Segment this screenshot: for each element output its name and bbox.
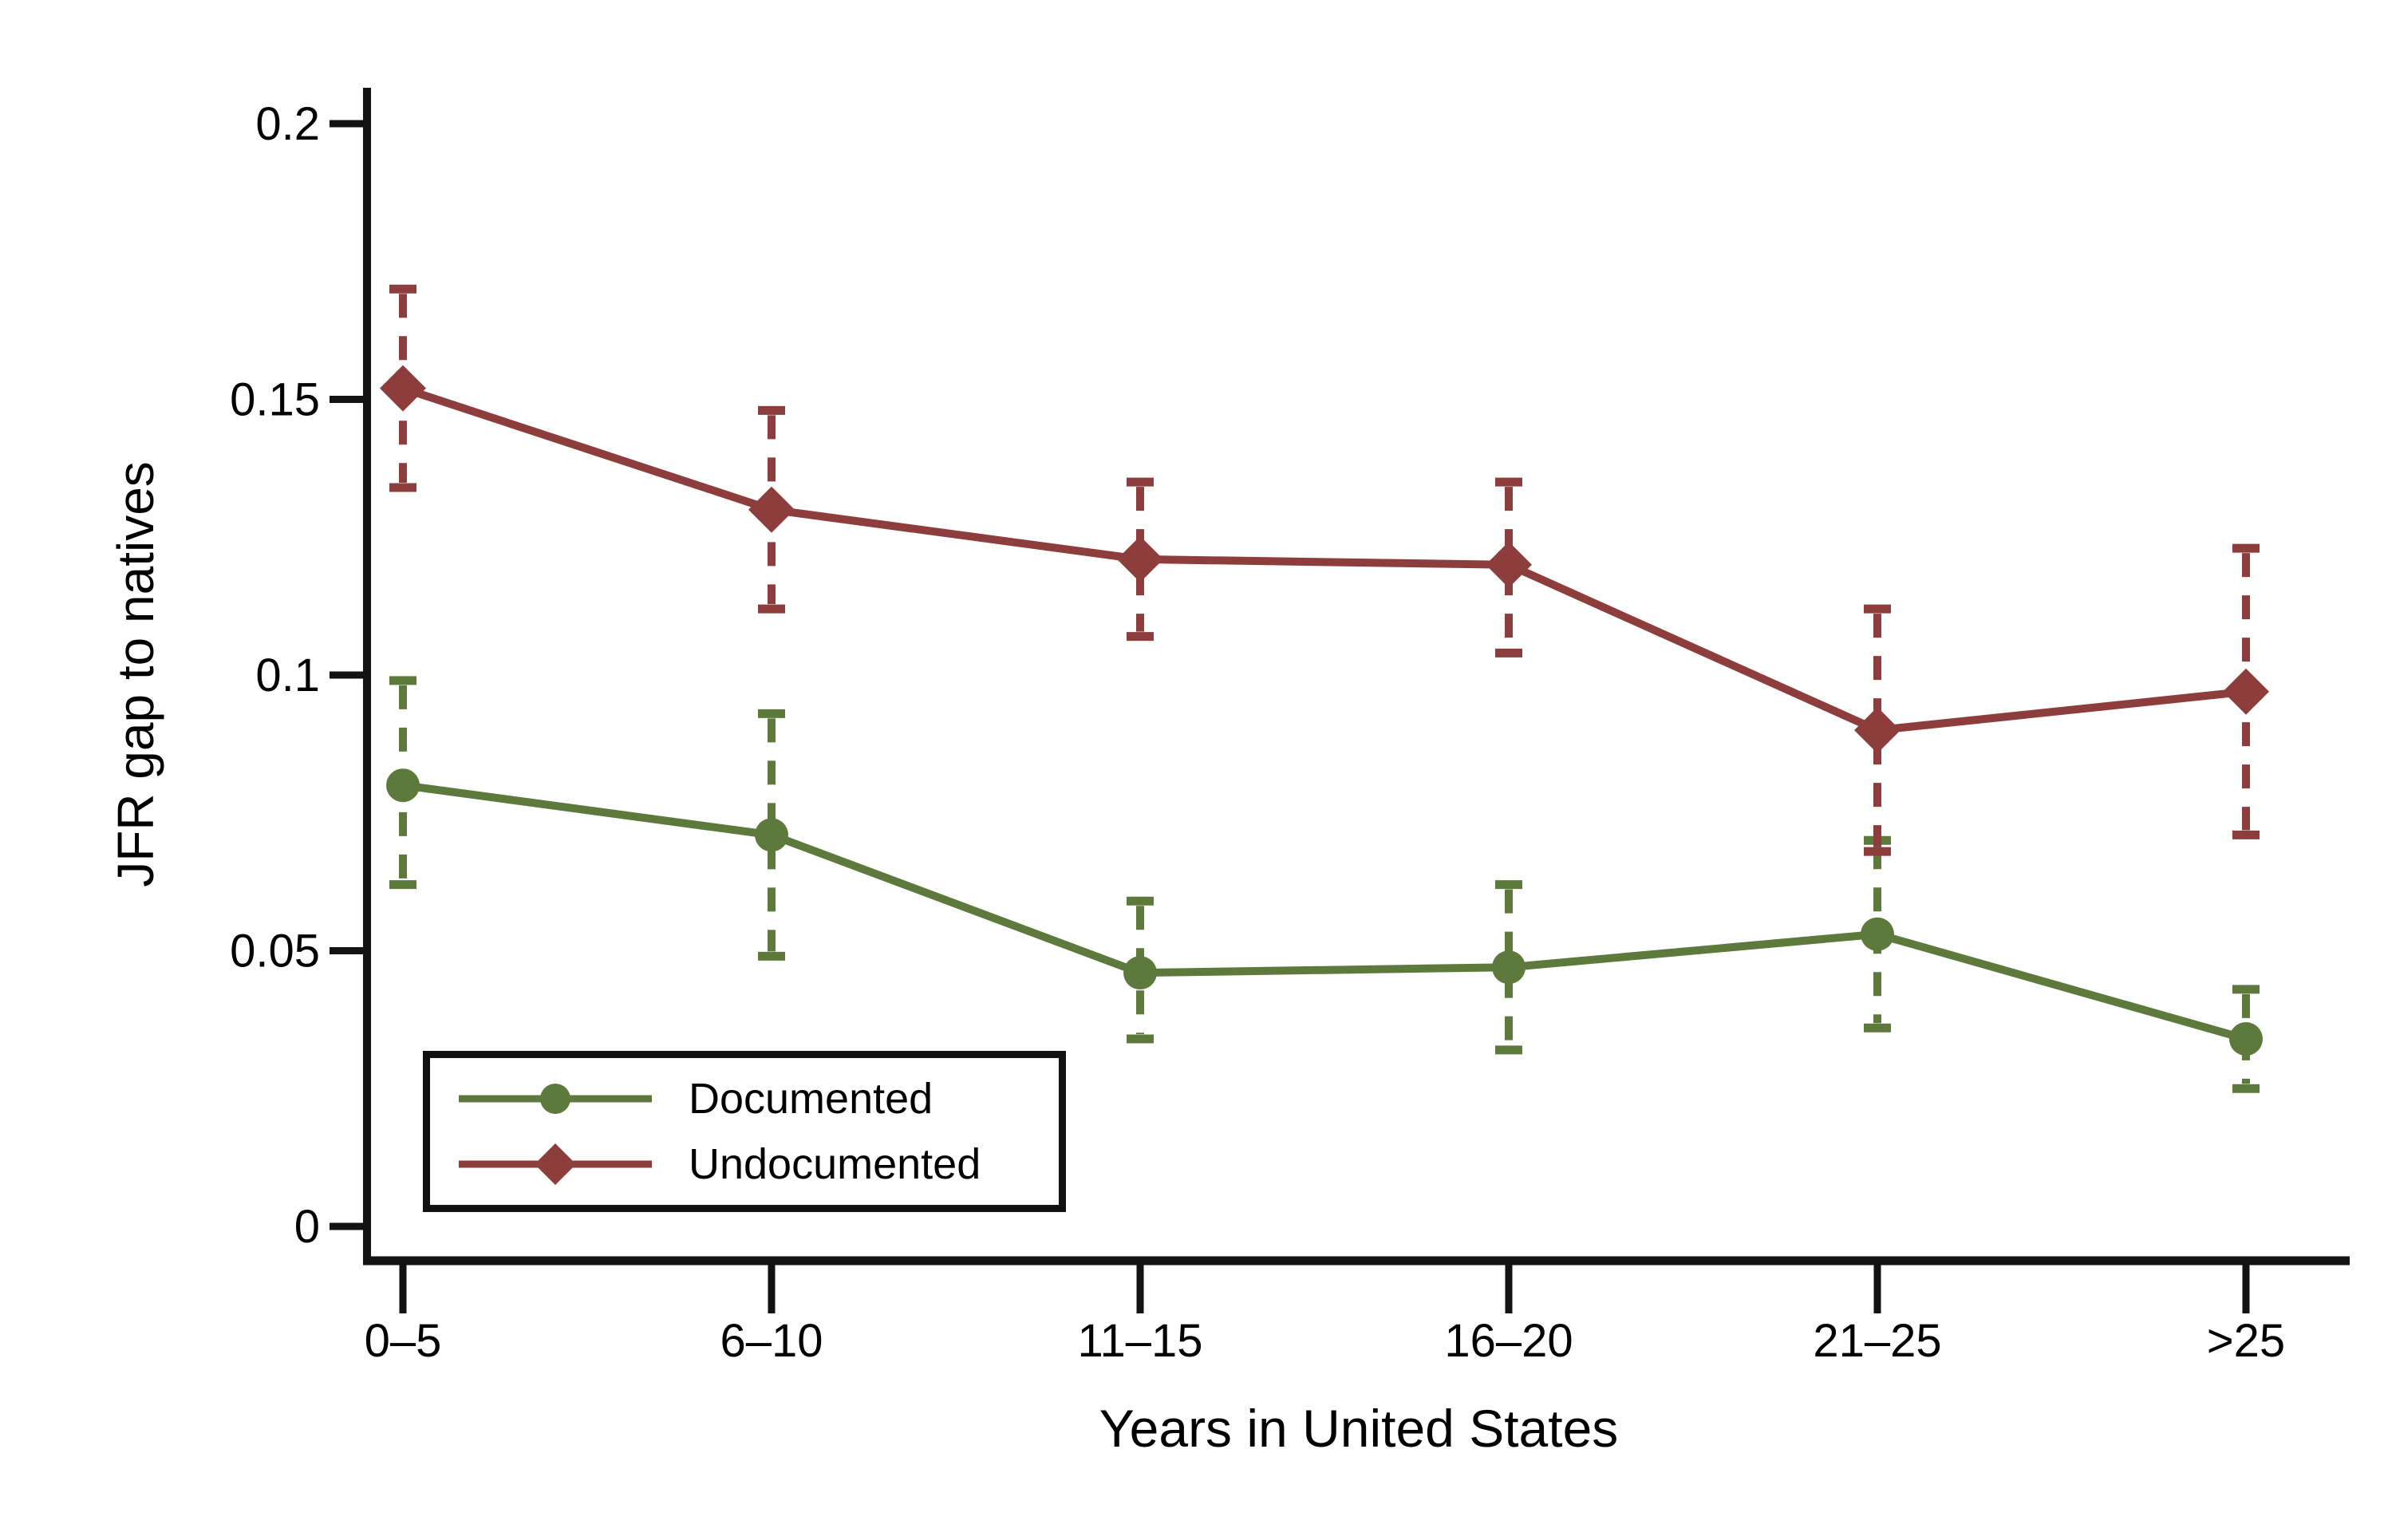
- y-tick-label: 0.1: [255, 650, 320, 701]
- circle-marker-icon: [540, 1083, 570, 1114]
- legend-sample-undocumented-line: [459, 1143, 652, 1186]
- data-point-documented: [386, 768, 420, 803]
- data-point-undocumented: [2223, 668, 2269, 715]
- data-point-undocumented: [1486, 541, 1532, 588]
- diamond-marker-icon: [535, 1143, 576, 1186]
- y-axis-title: JFR gap to natives: [107, 461, 164, 887]
- data-point-documented: [2229, 1022, 2263, 1056]
- x-tick-label: 0–5: [365, 1315, 442, 1367]
- legend-label-undocumented: Undocumented: [689, 1140, 981, 1189]
- x-tick-label: >25: [2207, 1315, 2285, 1367]
- data-point-undocumented: [1117, 535, 1163, 582]
- x-tick-label: 6–10: [720, 1315, 823, 1367]
- x-tick-label: 21–25: [1813, 1315, 1941, 1367]
- y-tick-label: 0: [294, 1201, 320, 1253]
- series-line-undocumented: [401, 384, 2247, 735]
- data-point-undocumented: [380, 365, 426, 412]
- data-point-undocumented: [748, 486, 795, 533]
- legend-sample-documented-line: [459, 1083, 652, 1114]
- data-point-documented: [1492, 950, 1526, 985]
- legend-item-documented: Documented: [452, 1073, 1059, 1124]
- x-tick-label: 16–20: [1444, 1315, 1573, 1367]
- x-tick-label: 11–15: [1078, 1315, 1203, 1367]
- legend-item-undocumented: Undocumented: [452, 1139, 1059, 1190]
- x-axis-title: Years in United States: [1099, 1399, 1619, 1458]
- legend-box: Documented Undocumented: [423, 1051, 1066, 1212]
- data-point-documented: [1861, 917, 1894, 951]
- data-point-documented: [1123, 956, 1157, 990]
- data-point-undocumented: [1854, 707, 1900, 754]
- data-point-documented: [755, 818, 788, 852]
- series-line-documented: [402, 781, 2248, 1043]
- y-tick-label: 0.05: [230, 926, 320, 977]
- y-tick-label: 0.15: [230, 374, 320, 426]
- legend-label-documented: Documented: [689, 1074, 933, 1123]
- y-tick-label: 0.2: [255, 98, 320, 150]
